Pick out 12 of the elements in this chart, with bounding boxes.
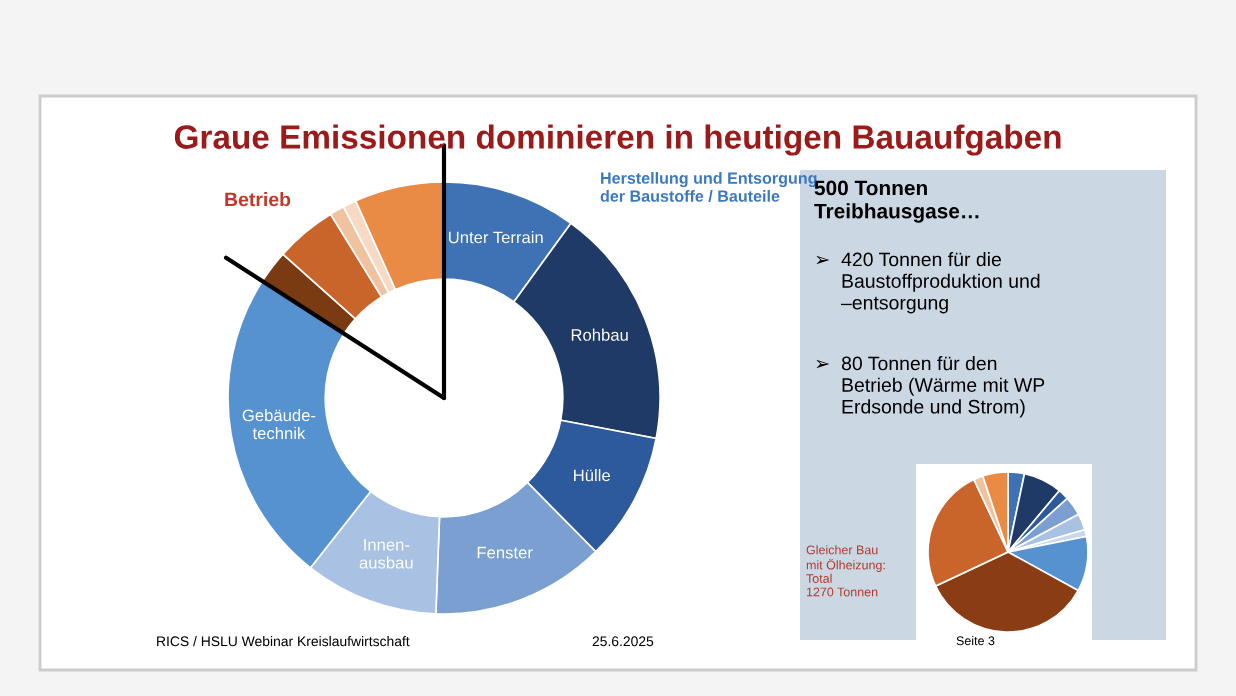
text: Betrieb [225,192,291,207]
slice-label: Rohbau [571,328,628,341]
slice-label: Unter Terrain [449,231,543,244]
slice-label: Hülle [574,469,610,482]
chart-title: Graue Emissionen dominieren in heutigen Bauaufgaben [174,124,1061,156]
slice-label: Innen- ausbau [359,539,413,569]
text: Herstellung und Entsorgung der Baustoffe / Bauteile [600,172,817,203]
text: ➢ 80 Tonnen für den Betrieb (Wärme mit WP Erdsonde und Strom) [816,356,1045,418]
text: ➢ 420 Tonnen für die Baustoffproduktion und –entsorgung [816,252,1040,314]
slice-label: Gebäude- technik [242,409,316,440]
slice-label: Fenster [477,546,533,559]
text: 500 Tonnen Treibhausgase… [814,180,979,223]
